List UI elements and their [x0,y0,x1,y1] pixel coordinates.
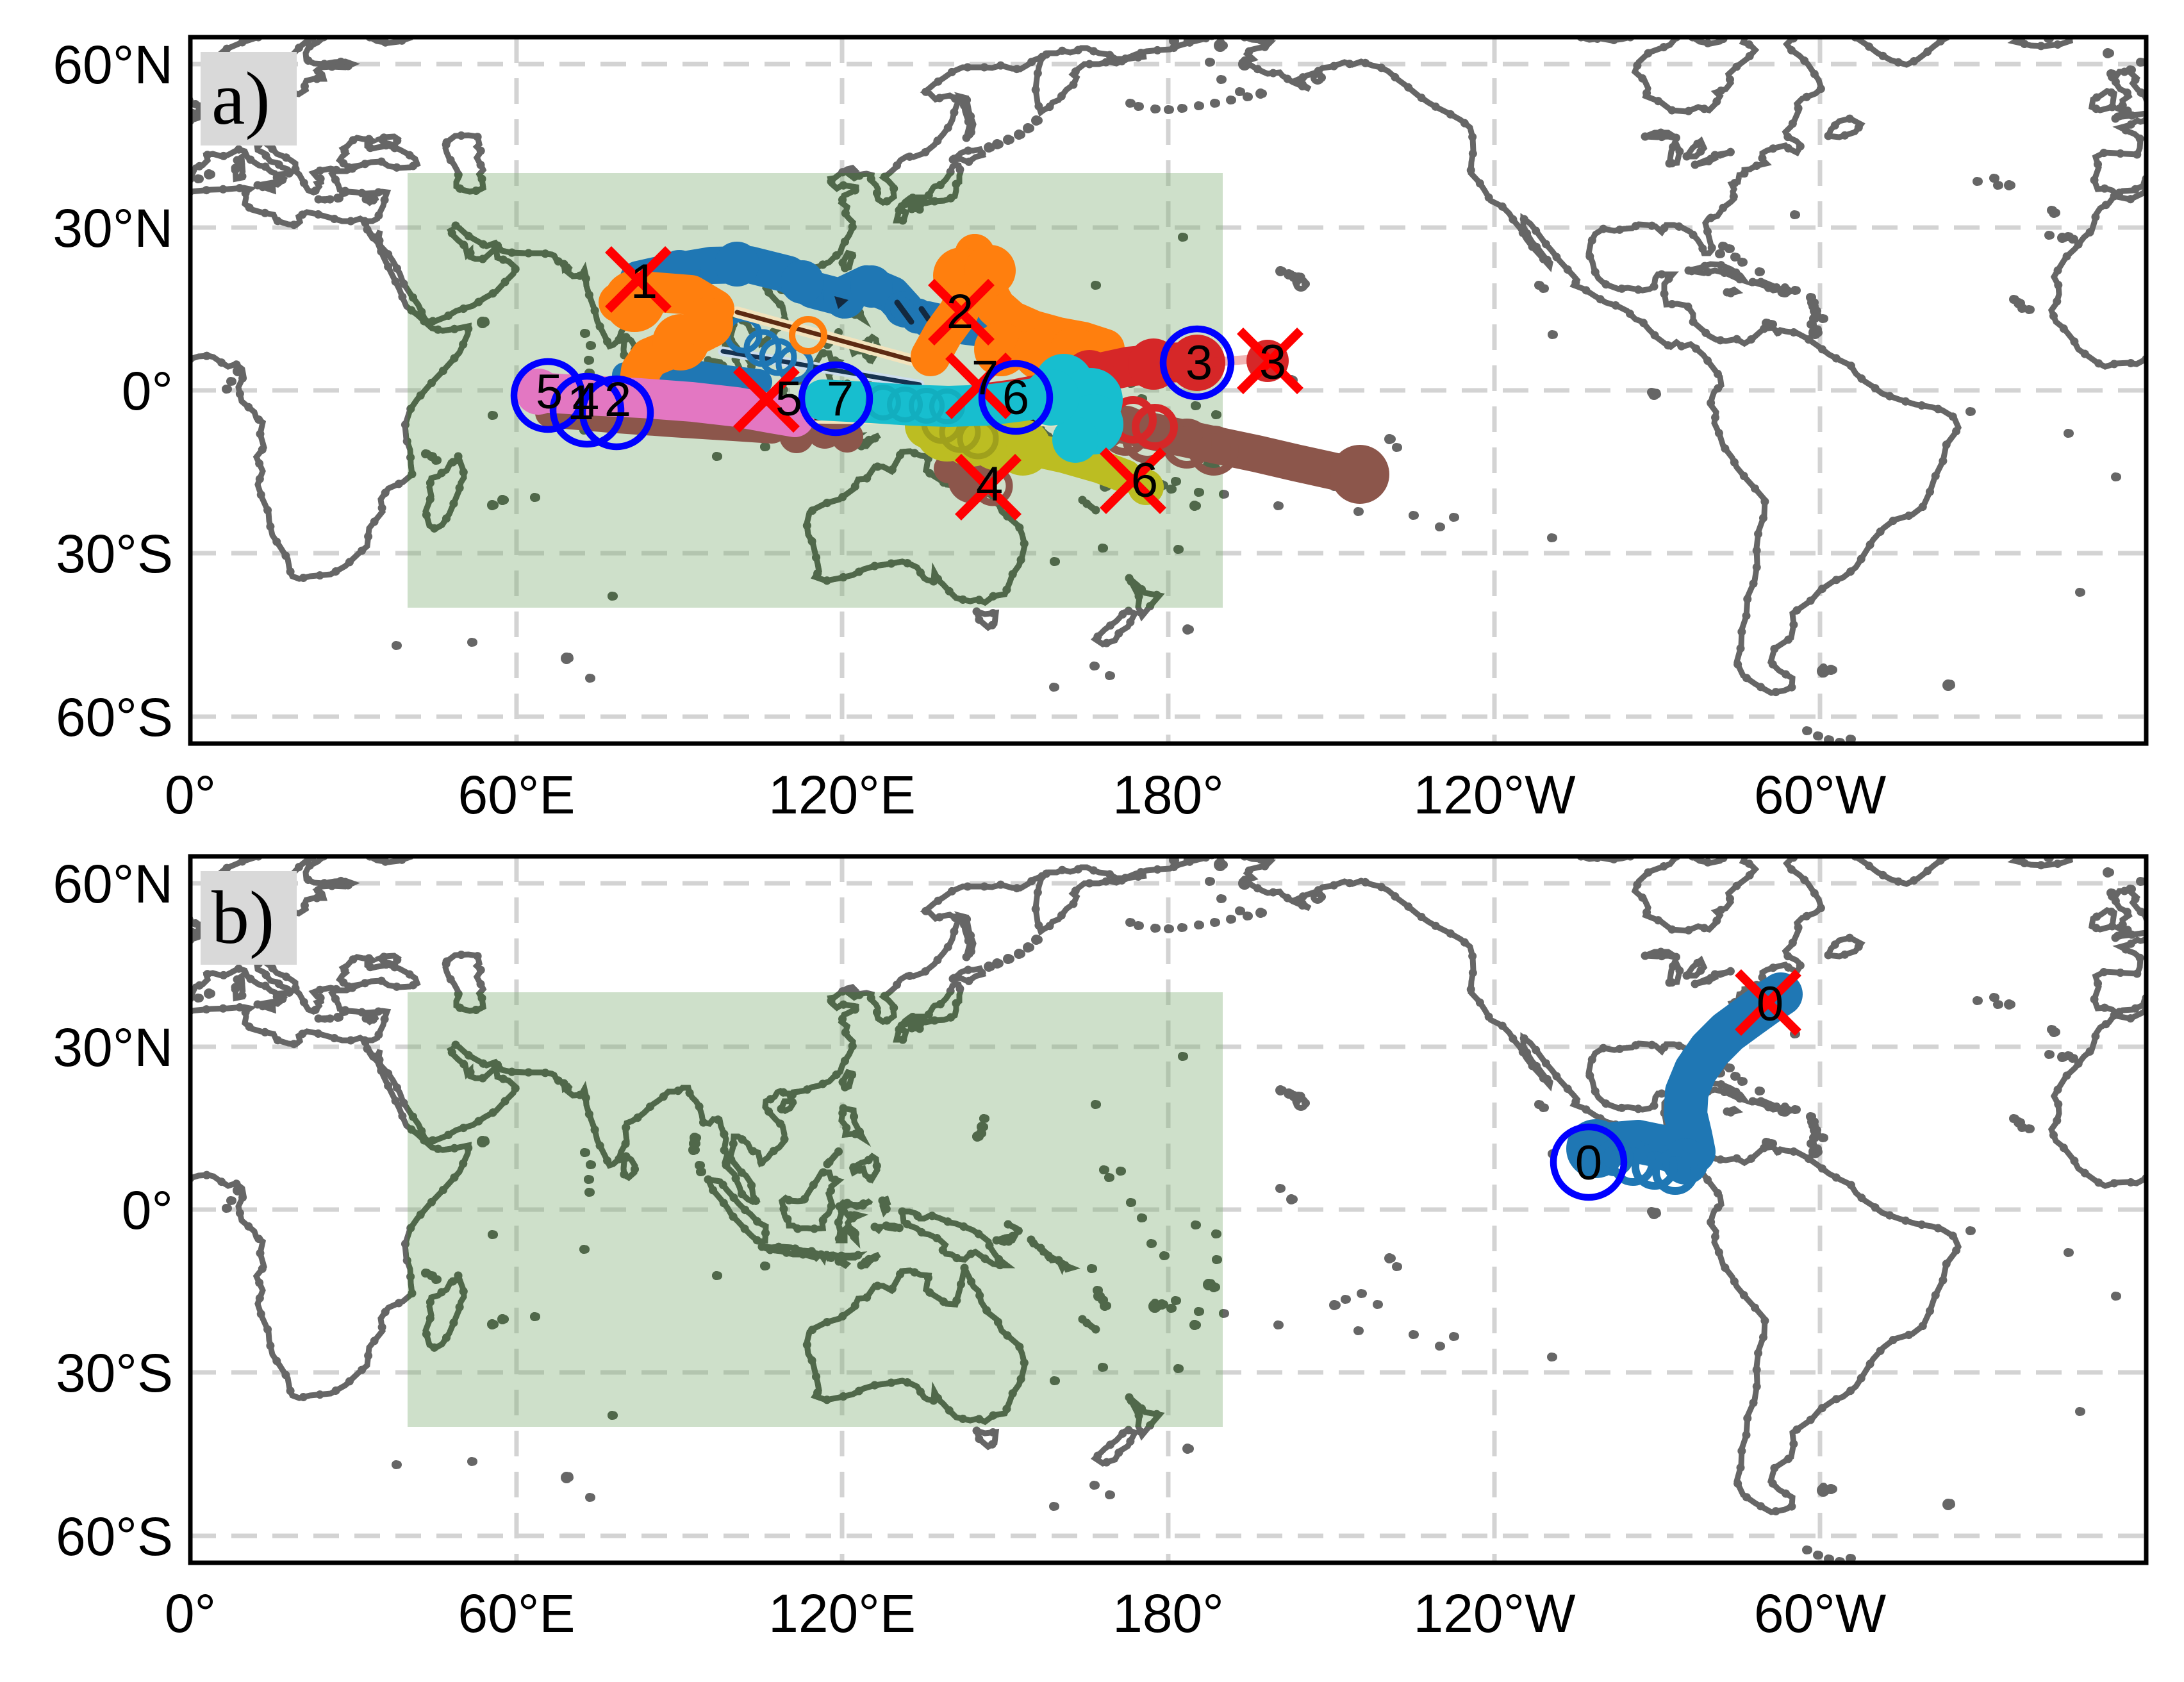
svg-text:4: 4 [976,457,1003,512]
svg-text:0: 0 [1575,1136,1602,1190]
svg-text:60°N: 60°N [53,35,173,95]
svg-text:30°N: 30°N [53,1017,173,1078]
svg-text:7: 7 [827,372,854,426]
svg-text:1: 1 [567,376,594,430]
svg-text:30°S: 30°S [56,524,173,584]
svg-text:120°E: 120°E [768,1583,916,1644]
svg-text:60°N: 60°N [53,854,173,914]
svg-text:a): a) [211,56,270,140]
svg-text:60°E: 60°E [458,1583,575,1644]
svg-text:180°: 180° [1113,1583,1224,1644]
svg-text:120°W: 120°W [1413,765,1575,825]
svg-text:0: 0 [1757,977,1783,1031]
svg-text:3: 3 [1259,335,1286,390]
svg-text:60°E: 60°E [458,765,575,825]
svg-text:0°: 0° [122,361,173,421]
svg-text:0°: 0° [122,1180,173,1240]
svg-text:1: 1 [631,254,658,309]
svg-text:60°W: 60°W [1754,765,1886,825]
svg-text:120°W: 120°W [1413,1583,1575,1644]
svg-text:3: 3 [1186,336,1212,390]
svg-text:60°S: 60°S [56,1506,173,1567]
svg-text:4: 4 [572,373,599,428]
svg-text:6: 6 [1131,453,1158,508]
svg-text:5: 5 [775,372,802,426]
svg-text:6: 6 [1002,371,1029,425]
svg-text:0°: 0° [165,1583,216,1644]
svg-text:2: 2 [947,285,973,339]
svg-text:5: 5 [536,365,563,419]
svg-text:0°: 0° [165,765,216,825]
svg-text:180°: 180° [1113,765,1224,825]
svg-text:60°W: 60°W [1754,1583,1886,1644]
svg-text:b): b) [211,876,274,960]
svg-text:7: 7 [972,351,998,405]
svg-text:120°E: 120°E [768,765,916,825]
svg-text:30°N: 30°N [53,198,173,258]
svg-text:60°S: 60°S [56,687,173,747]
svg-text:2: 2 [604,372,631,427]
svg-text:30°S: 30°S [56,1343,173,1403]
